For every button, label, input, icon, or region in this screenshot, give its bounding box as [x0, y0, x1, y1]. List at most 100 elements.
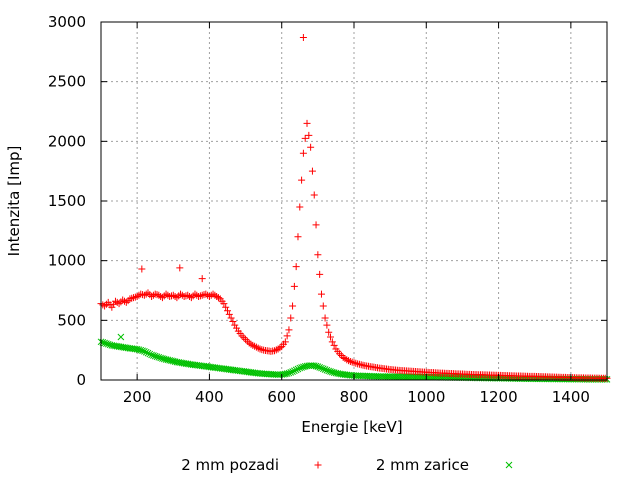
legend-marker-cross — [505, 461, 513, 469]
data-point — [160, 292, 168, 300]
data-point — [148, 351, 155, 359]
data-point — [270, 347, 278, 355]
y-tick-label: 1500 — [48, 192, 86, 210]
data-point — [323, 366, 331, 374]
y-tick-label: 1000 — [48, 252, 86, 270]
data-point — [256, 345, 264, 353]
data-point — [222, 303, 230, 311]
data-point — [142, 290, 150, 298]
data-point — [240, 334, 248, 342]
data-point — [158, 294, 166, 302]
x-tick-label: 1200 — [479, 388, 517, 406]
data-point — [330, 341, 338, 349]
data-point — [287, 369, 295, 376]
x-axis-label: Energie [keV] — [301, 418, 402, 436]
data-point — [350, 359, 358, 367]
grid — [101, 22, 607, 380]
data-point — [325, 328, 333, 336]
data-point — [131, 293, 139, 301]
data-point — [289, 368, 296, 376]
data-point — [214, 294, 222, 302]
data-point — [113, 298, 121, 306]
data-point — [224, 307, 231, 315]
data-point — [99, 301, 107, 309]
data-point — [325, 367, 333, 375]
data-point — [254, 344, 262, 352]
data-point — [249, 341, 257, 349]
x-tick-label: 1400 — [552, 388, 590, 406]
axes-ticks: 200 400 600 800 1000 1200 1400 0 500 1000 1500 2000… — [48, 13, 607, 406]
data-point — [175, 292, 183, 300]
legend-marker-plus — [314, 461, 322, 469]
data-point — [157, 292, 165, 300]
x-tick-label: 800 — [340, 388, 369, 406]
data-point — [272, 346, 280, 354]
data-point — [314, 251, 322, 259]
data-point — [336, 350, 344, 358]
data-point — [133, 292, 141, 300]
data-point — [296, 364, 304, 372]
data-point — [242, 335, 250, 343]
y-tick-label: 2000 — [48, 132, 86, 150]
data-point — [151, 352, 159, 360]
data-point — [291, 367, 298, 375]
data-point — [141, 348, 148, 355]
data-point — [124, 297, 132, 305]
data-point — [117, 333, 125, 341]
data-point — [243, 337, 251, 345]
data-point — [343, 356, 351, 364]
data-point — [187, 294, 195, 302]
data-point — [120, 297, 128, 305]
data-point — [186, 292, 194, 300]
data-point — [312, 362, 320, 370]
legend-marker-zarice — [505, 461, 513, 469]
data-point — [130, 294, 138, 302]
data-point — [294, 233, 302, 241]
data-point — [182, 292, 190, 300]
data-point — [173, 294, 181, 302]
data-point — [220, 300, 228, 308]
data-point — [142, 348, 150, 356]
data-point — [189, 292, 197, 300]
data-point — [319, 302, 327, 310]
data-point — [139, 347, 146, 355]
data-point — [177, 290, 185, 298]
data-point — [339, 353, 347, 361]
data-point — [305, 131, 313, 139]
data-point — [299, 149, 307, 157]
data-point — [285, 326, 293, 334]
data-point — [139, 291, 147, 299]
data-point — [292, 366, 300, 374]
data-point — [111, 297, 119, 305]
data-point — [162, 290, 170, 298]
data-point — [146, 350, 154, 358]
data-point — [312, 221, 320, 229]
data-point — [285, 369, 293, 377]
data-point — [196, 292, 204, 300]
data-point — [296, 203, 304, 211]
x-tick-label: 200 — [123, 388, 152, 406]
data-point — [252, 343, 260, 351]
data-point — [283, 370, 291, 377]
data-point — [323, 321, 331, 329]
data-point — [117, 298, 125, 306]
data-point — [327, 333, 335, 341]
data-point — [231, 321, 239, 329]
y-axis-label: Intenzita [Imp] — [5, 146, 23, 257]
data-point — [321, 366, 329, 373]
data-point — [119, 296, 127, 304]
data-point — [276, 344, 284, 352]
data-point — [321, 314, 329, 322]
data-point — [245, 339, 253, 347]
data-point — [310, 191, 318, 199]
data-point — [144, 349, 152, 357]
data-point — [319, 365, 327, 373]
data-point — [352, 359, 360, 367]
data-point — [108, 303, 116, 311]
legend: 2 mm pozadi 2 mm zarice — [181, 456, 513, 474]
legend-label-zarice: 2 mm zarice — [376, 456, 469, 474]
data-point — [146, 291, 154, 299]
y-tick-label: 3000 — [48, 13, 86, 31]
data-point — [227, 314, 235, 322]
data-point — [171, 292, 179, 300]
